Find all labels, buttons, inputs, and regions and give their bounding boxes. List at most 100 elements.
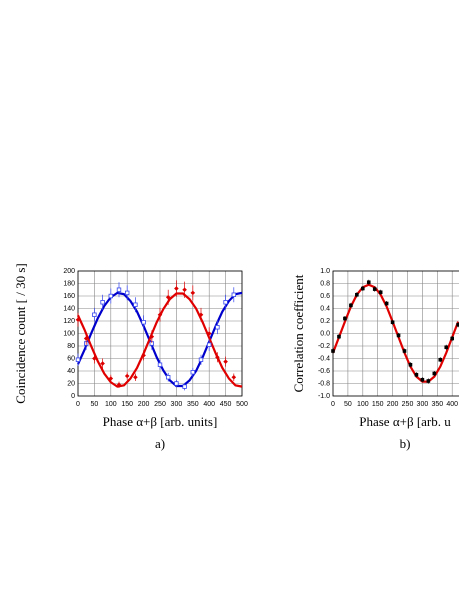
data-point	[396, 333, 401, 338]
y-tick-label: 0.8	[320, 280, 330, 287]
y-tick-label: 100	[63, 330, 75, 337]
x-tick-label: 150	[121, 401, 133, 408]
panel-caption: b)	[400, 436, 411, 451]
data-point	[133, 302, 138, 307]
data-point	[215, 354, 220, 360]
data-point	[116, 382, 122, 388]
data-point	[157, 362, 163, 367]
x-tick-label: 150	[372, 401, 384, 408]
data-point	[361, 286, 365, 291]
x-tick-label: 100	[105, 401, 117, 408]
y-tick-label: 0.4	[320, 305, 330, 312]
y-tick-label: 120	[63, 318, 75, 325]
x-tick-label: 400	[446, 401, 458, 408]
data-point	[231, 374, 237, 380]
y-tick-label: 1.0	[320, 268, 330, 275]
y-tick-label: -0.8	[318, 380, 330, 387]
x-tick-label: 500	[236, 401, 248, 408]
data-point	[231, 292, 236, 297]
x-tick-label: 350	[431, 401, 443, 408]
data-point	[349, 303, 353, 308]
data-point	[402, 349, 407, 353]
data-point	[331, 349, 335, 353]
data-point	[390, 320, 395, 325]
y-tick-label: 0.2	[320, 318, 330, 325]
x-tick-label: 400	[203, 401, 215, 408]
fit-line	[331, 283, 459, 383]
data-point	[141, 320, 146, 325]
y-tick-label: 140	[63, 305, 75, 312]
data-point	[116, 287, 122, 292]
panel: 0 20 40 60 80 100 120 140 160 180 200 0 50 100 150 200 2…	[13, 263, 248, 451]
data-point	[198, 312, 204, 318]
data-point	[450, 336, 454, 341]
data-point	[414, 372, 419, 377]
x-tick-label: 300	[171, 401, 183, 408]
data-point	[124, 373, 130, 379]
data-point	[420, 377, 425, 382]
y-tick-label: 20	[67, 380, 75, 387]
y-tick-label: 60	[67, 355, 75, 362]
y-tick-label: -0.2	[318, 343, 330, 350]
data-point	[456, 322, 459, 327]
x-tick-label: 50	[344, 401, 352, 408]
data-point	[223, 300, 228, 305]
data-point	[108, 376, 114, 381]
data-point	[100, 361, 105, 366]
data-point	[83, 336, 89, 341]
data-point	[165, 375, 171, 380]
panel: -1.0 -0.8 -0.6 -0.4 -0.2 0.0 0.2 0.4 0.6 0.8 1.0 0 5…	[291, 268, 459, 451]
data-point	[174, 286, 179, 291]
y-tick-label: 0.6	[320, 293, 330, 300]
x-tick-label: 250	[154, 401, 166, 408]
data-point	[141, 353, 146, 358]
data-point	[92, 356, 97, 361]
x-tick-label: 0	[76, 401, 80, 408]
data-point	[432, 371, 437, 376]
data-point	[366, 280, 371, 285]
x-tick-label: 450	[220, 401, 232, 408]
data-point	[149, 334, 155, 339]
data-point	[190, 290, 196, 296]
data-point	[75, 357, 81, 362]
y-tick-label: 180	[63, 280, 75, 287]
y-tick-label: -0.6	[318, 368, 330, 375]
data-point	[444, 345, 449, 350]
x-tick-label: 100	[357, 401, 369, 408]
data-point	[75, 317, 81, 323]
data-point	[108, 293, 113, 299]
y-tick-label: -1.0	[318, 393, 330, 400]
x-axis-title: Phase α+β [arb. u	[359, 414, 451, 429]
data-point	[125, 290, 130, 296]
y-axis-title: Coincidence count [ / 30 s]	[13, 263, 28, 403]
x-tick-label: 0	[331, 401, 335, 408]
y-tick-label: -0.4	[318, 355, 330, 362]
data-point	[100, 300, 105, 305]
data-point	[378, 290, 383, 295]
data-point	[190, 370, 195, 375]
x-tick-label: 300	[417, 401, 429, 408]
x-axis-title: Phase α+β [arb. units]	[103, 414, 218, 429]
x-tick-label: 200	[387, 401, 399, 408]
data-point	[165, 294, 171, 300]
y-tick-label: 160	[63, 293, 75, 300]
data-point	[206, 331, 212, 336]
data-point	[426, 379, 431, 383]
axis-frame	[332, 270, 459, 397]
x-tick-label: 350	[187, 401, 199, 408]
x-tick-label: 50	[91, 401, 99, 408]
data-point	[182, 287, 187, 293]
data-point	[372, 287, 377, 291]
data-point	[438, 357, 443, 362]
y-tick-label: 40	[67, 368, 75, 375]
data-point	[133, 374, 138, 380]
data-point	[384, 301, 389, 306]
data-point	[174, 381, 179, 386]
data-point	[355, 292, 359, 297]
data-point	[343, 316, 347, 321]
y-tick-label: 0	[71, 393, 75, 400]
data-point	[92, 312, 97, 317]
data-point	[206, 342, 212, 347]
